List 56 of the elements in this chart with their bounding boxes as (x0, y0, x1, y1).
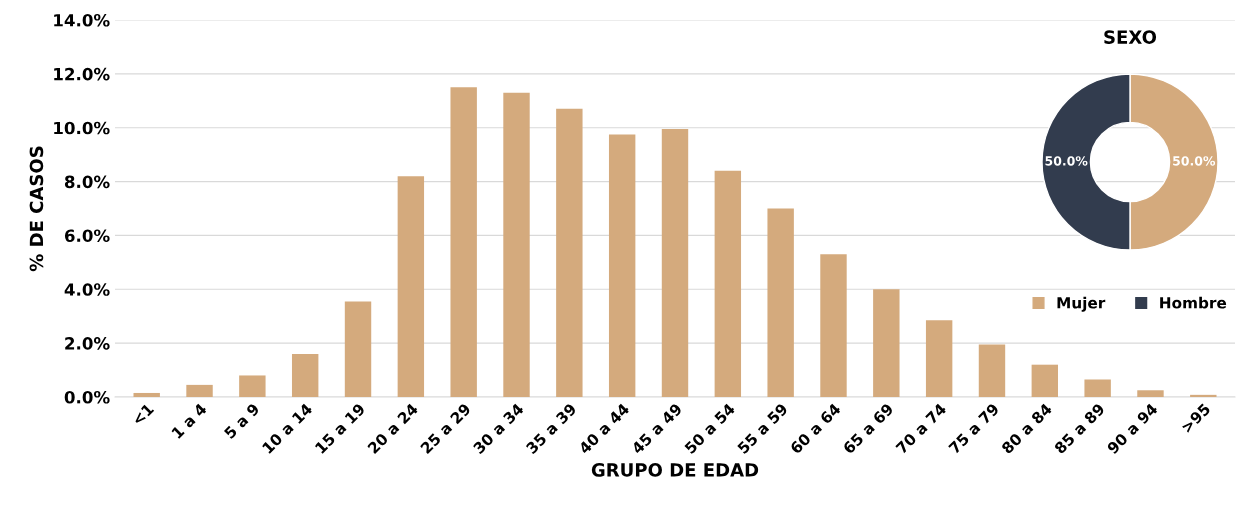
bar (714, 170, 742, 397)
x-tick-label: 20 a 24 (367, 402, 419, 455)
y-tick-label: 12.0% (54, 67, 110, 81)
x-tick-label: 65 a 69 (842, 402, 894, 455)
y-tick-label: 6.0% (64, 229, 110, 242)
bar (1137, 390, 1164, 397)
bar (503, 92, 530, 397)
bar (291, 353, 319, 397)
bar (661, 129, 689, 397)
x-tick-label: 10 a 14 (261, 402, 314, 454)
x-tick-label: 5 a 9 (223, 402, 261, 440)
bar (1084, 379, 1111, 397)
y-tick-label: 0.0% (64, 390, 110, 404)
x-tick-label: 40 a 44 (577, 402, 631, 455)
x-tick-label: <1 (131, 402, 155, 426)
bar (344, 301, 372, 397)
data-label: 50.0% (1173, 156, 1216, 166)
bar (556, 108, 583, 397)
x-tick-label: 50 a 54 (683, 402, 736, 455)
bar (925, 320, 953, 397)
bar (133, 392, 160, 397)
bar (239, 375, 266, 397)
legend-label: Hombre (1160, 296, 1227, 309)
x-tick-label: 85 a 89 (1053, 402, 1106, 455)
bar (608, 134, 636, 397)
y-tick-label: 10.0% (54, 121, 110, 135)
x-tick-label: 90 a 94 (1106, 402, 1159, 455)
bar (397, 176, 425, 397)
bar (450, 87, 477, 397)
x-tick-label: 70 a 74 (895, 402, 948, 455)
bar (978, 344, 1006, 397)
x-tick-label: 30 a 34 (472, 402, 525, 455)
x-tick-label: 60 a 64 (789, 402, 842, 455)
y-tick-label: 14.0% (54, 13, 110, 27)
chart-title: SEXO (1104, 30, 1157, 44)
y-tick-label: 8.0% (64, 175, 110, 189)
bar (1190, 394, 1217, 397)
x-tick-label: 1 a 4 (171, 402, 208, 439)
y-tick-label: 2.0% (65, 337, 110, 350)
bar (767, 208, 794, 397)
x-axis-title: GRUPO DE EDAD (591, 463, 759, 477)
bar (186, 384, 213, 397)
x-tick-label: 80 a 84 (1000, 402, 1053, 455)
x-tick-label: 75 a 79 (948, 402, 1000, 455)
legend-label: Mujer (1057, 296, 1106, 312)
x-tick-label: 25 a 29 (419, 402, 472, 455)
x-tick-label: 35 a 39 (525, 402, 578, 455)
y-tick-label: 4.0% (64, 283, 110, 296)
x-tick-label: 15 a 19 (314, 402, 366, 454)
y-axis-title: % DE CASOS (29, 146, 44, 272)
x-tick-label: 55 a 59 (736, 402, 789, 455)
bar (873, 289, 900, 397)
x-tick-label: 45 a 49 (630, 402, 683, 455)
bar (1031, 364, 1059, 397)
bar (820, 254, 847, 397)
data-label: 50.0% (1045, 156, 1088, 166)
